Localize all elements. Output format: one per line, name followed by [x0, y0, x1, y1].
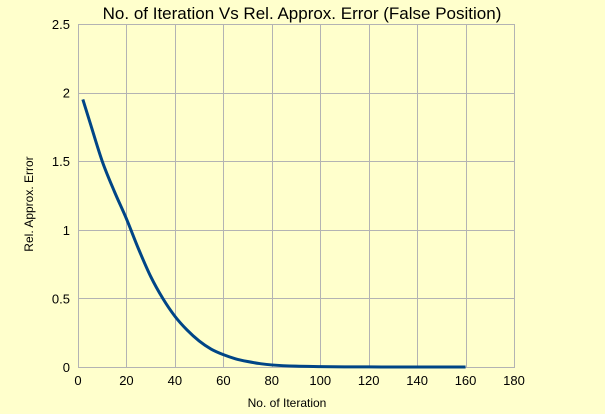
y-axis-label: Rel. Approx. Error	[22, 156, 36, 251]
y-tick-label: 1	[63, 223, 70, 238]
x-axis-label: No. of Iteration	[248, 396, 327, 410]
x-tick-label: 60	[216, 373, 230, 388]
x-tick-label: 160	[455, 373, 477, 388]
x-tick-label: 180	[503, 373, 525, 388]
x-tick-label: 0	[74, 373, 81, 388]
x-tick-label: 20	[119, 373, 133, 388]
y-tick-label: 1.5	[52, 154, 70, 169]
y-tick-label: 2.5	[52, 17, 70, 32]
plot-area: 0 20 40 60 80 100 120 140 160 180 0 0.5 1 1.5 2 2.5	[52, 17, 525, 388]
y-tick-label: 0	[63, 360, 70, 375]
y-tick-label: 0.5	[52, 291, 70, 306]
x-tick-label: 140	[406, 373, 428, 388]
chart-title: No. of Iteration Vs Rel. Approx. Error (…	[103, 4, 502, 23]
x-tick-label: 100	[309, 373, 331, 388]
x-tick-label: 40	[168, 373, 182, 388]
x-tick-label: 80	[265, 373, 279, 388]
x-tick-label: 120	[358, 373, 380, 388]
y-tick-label: 2	[63, 86, 70, 101]
plot-frame	[78, 24, 515, 368]
series-line	[81, 99, 466, 369]
